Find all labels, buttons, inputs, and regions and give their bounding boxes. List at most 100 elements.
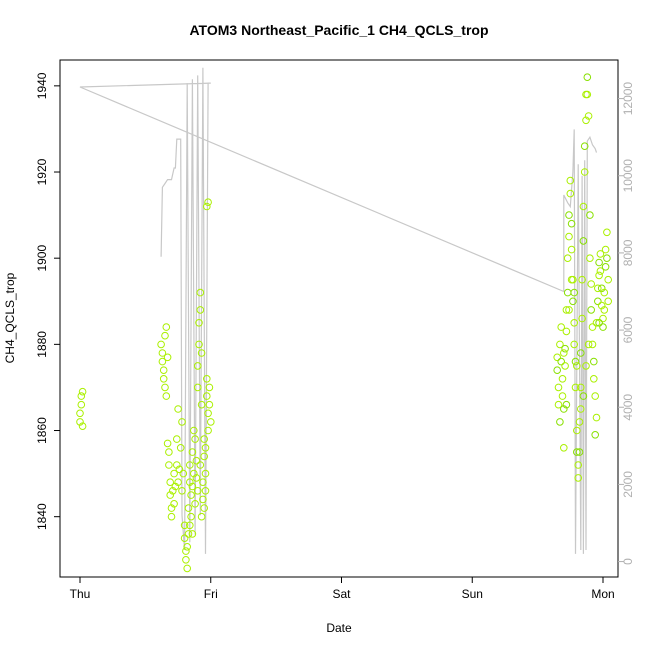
data-point [182, 547, 190, 555]
data-point [557, 323, 566, 331]
data-point [553, 366, 562, 375]
data-point [590, 375, 598, 383]
data-point [600, 306, 609, 314]
data-point [163, 353, 172, 362]
data-point [592, 413, 601, 422]
data-point [603, 228, 611, 237]
data-point [188, 482, 197, 491]
data-point [594, 297, 602, 306]
data-point [573, 426, 581, 435]
data-point [571, 383, 580, 392]
data-point [579, 237, 588, 245]
data-point [567, 275, 576, 284]
y-tick-label: 1900 [35, 245, 49, 272]
data-point [191, 435, 199, 443]
data-point [588, 340, 597, 349]
data-point [187, 512, 195, 521]
data-point [200, 452, 208, 461]
data-point [159, 366, 168, 375]
data-point [560, 349, 568, 357]
data-point [563, 254, 572, 263]
data-point [170, 469, 178, 478]
data-point [596, 267, 605, 275]
data-point [574, 474, 583, 482]
data-points [76, 73, 613, 573]
data-point [556, 340, 564, 349]
data-point [173, 461, 181, 469]
data-point [199, 478, 207, 487]
data-point [182, 556, 190, 564]
data-point [180, 521, 189, 530]
data-point [597, 301, 606, 310]
data-point [604, 275, 613, 284]
data-point [190, 469, 198, 478]
data-point [599, 323, 607, 331]
data-point [582, 116, 590, 125]
data-point [556, 418, 564, 426]
y-tick-label: 1920 [35, 158, 49, 185]
data-point [200, 435, 208, 443]
data-point [560, 405, 568, 413]
y-tick-label: 1840 [35, 503, 49, 530]
data-point [578, 314, 586, 323]
data-point [173, 435, 181, 443]
data-point [574, 461, 583, 469]
data-point [201, 444, 210, 452]
data-point [562, 400, 571, 409]
plot-border [59, 59, 619, 578]
data-point [162, 323, 171, 331]
data-point [196, 288, 205, 297]
data-point [600, 288, 609, 297]
data-point [566, 176, 575, 185]
y-axis-right: 0 2000 4000 6000 8000 10000 12000 [618, 82, 635, 565]
data-point [565, 232, 573, 241]
x-axis-label: Date [326, 621, 352, 635]
data-point [205, 383, 214, 392]
data-point [573, 448, 581, 456]
y-tick-label: 1860 [35, 417, 49, 444]
data-point [186, 478, 194, 487]
data-point [76, 418, 84, 426]
data-point [587, 280, 596, 288]
data-point [178, 487, 186, 495]
data-point [591, 392, 600, 400]
data-point [563, 288, 572, 297]
data-point [561, 344, 569, 353]
data-point [587, 306, 596, 314]
data-point [590, 357, 598, 366]
data-point [558, 392, 567, 400]
data-point [570, 288, 579, 297]
data-point [582, 362, 590, 370]
data-point [554, 383, 563, 392]
data-point [579, 202, 588, 211]
data-point [584, 340, 593, 349]
data-point [201, 487, 210, 495]
data-point [595, 319, 603, 327]
data-point [579, 392, 588, 400]
data-point [570, 319, 579, 327]
y2-tick-label: 8000 [621, 239, 635, 266]
data-point [562, 306, 571, 314]
data-point [195, 319, 203, 327]
data-point [575, 418, 584, 426]
data-point [170, 500, 178, 508]
data-point [604, 297, 613, 306]
data-point [577, 405, 585, 413]
data-point [577, 349, 585, 357]
data-point [557, 357, 566, 366]
data-point [592, 319, 601, 327]
data-point [165, 461, 173, 469]
data-point [161, 383, 169, 392]
data-point [583, 73, 592, 81]
data-point [77, 392, 86, 400]
data-point [603, 254, 611, 263]
data-point [596, 250, 605, 258]
data-point [597, 284, 606, 293]
data-point [166, 491, 174, 499]
data-point [567, 219, 576, 228]
x-tick-label: Mon [591, 587, 614, 601]
data-point [158, 349, 167, 357]
data-point [565, 211, 573, 219]
data-point [577, 383, 585, 392]
data-point [595, 271, 603, 280]
